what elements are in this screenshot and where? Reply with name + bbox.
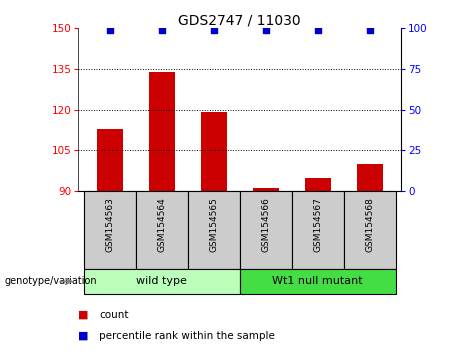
- Title: GDS2747 / 11030: GDS2747 / 11030: [178, 13, 301, 27]
- Text: GSM154568: GSM154568: [365, 198, 374, 252]
- Text: GSM154565: GSM154565: [209, 198, 218, 252]
- Bar: [240, 191, 292, 269]
- Bar: [305, 178, 331, 191]
- Bar: [83, 269, 240, 294]
- Bar: [344, 191, 396, 269]
- Text: count: count: [99, 310, 129, 320]
- Bar: [201, 113, 227, 191]
- Bar: [97, 129, 123, 191]
- Point: [314, 27, 321, 33]
- Point: [210, 27, 218, 33]
- Text: wild type: wild type: [136, 276, 187, 286]
- Text: GSM154566: GSM154566: [261, 198, 270, 252]
- Text: GSM154567: GSM154567: [313, 198, 322, 252]
- Text: Wt1 null mutant: Wt1 null mutant: [272, 276, 363, 286]
- Bar: [136, 191, 188, 269]
- Bar: [188, 191, 240, 269]
- Text: GSM154563: GSM154563: [105, 198, 114, 252]
- Point: [262, 27, 269, 33]
- Bar: [253, 188, 279, 191]
- Text: percentile rank within the sample: percentile rank within the sample: [99, 331, 275, 341]
- Bar: [357, 164, 383, 191]
- Bar: [240, 269, 396, 294]
- Point: [158, 27, 165, 33]
- Point: [366, 27, 373, 33]
- Text: ■: ■: [78, 310, 89, 320]
- Bar: [83, 191, 136, 269]
- Point: [106, 27, 113, 33]
- Text: ■: ■: [78, 331, 89, 341]
- Text: genotype/variation: genotype/variation: [5, 276, 97, 286]
- Bar: [148, 72, 175, 191]
- Text: GSM154564: GSM154564: [157, 198, 166, 252]
- Bar: [292, 191, 344, 269]
